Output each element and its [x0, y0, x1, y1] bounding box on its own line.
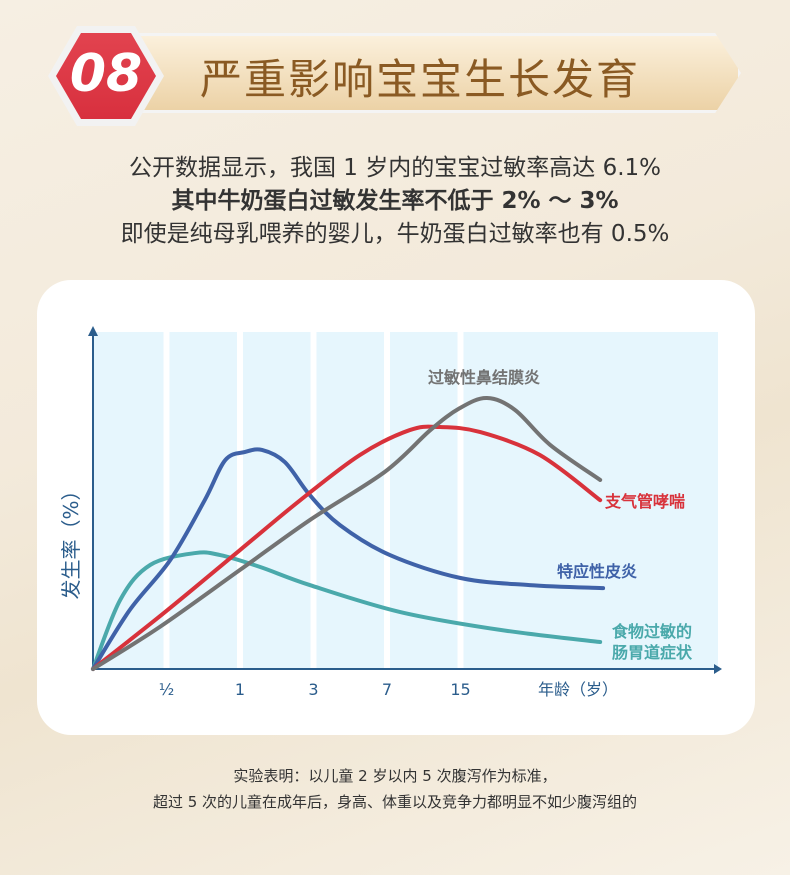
- series-line-3: [91, 396, 603, 671]
- series-label: 支气管哮喘: [604, 492, 685, 511]
- x-axis-label: 年龄（岁）: [538, 680, 618, 699]
- x-tick-label: 15: [450, 680, 470, 699]
- footer-line-2: 超过 5 次的儿童在成年后，身高、体重以及竞争力都明显不如少腹泻组的: [152, 793, 638, 811]
- y-axis-label: 发生率（%）: [59, 480, 83, 599]
- section-number: 08: [69, 44, 143, 104]
- intro-line-3: 即使是纯母乳喂养的婴儿，牛奶蛋白过敏率也有 0.5%: [120, 221, 670, 247]
- intro-line-2: 其中牛奶蛋白过敏发生率不低于 2% ～ 3%: [171, 188, 619, 214]
- x-tick-label: 3: [308, 680, 318, 699]
- x-tick-label: 1: [235, 680, 245, 699]
- series-line-1: [91, 447, 606, 671]
- y-axis-arrow-icon: [88, 326, 98, 336]
- page-title: 严重影响宝宝生长发育: [200, 55, 641, 104]
- series-label: 肠胃道症状: [612, 643, 693, 662]
- series-line-2: [91, 424, 603, 671]
- intro-line-1: 公开数据显示，我国 1 岁内的宝宝过敏率高达 6.1%: [129, 155, 661, 181]
- title-banner: [95, 33, 741, 113]
- series-label: 过敏性鼻结膜炎: [428, 368, 540, 387]
- footer-line-1: 实验表明：以儿童 2 岁以内 5 次腹泻作为标准，: [233, 767, 557, 785]
- series-label: 食物过敏的: [611, 622, 692, 641]
- x-tick-label: ½: [159, 680, 175, 699]
- x-axis-arrow-icon: [714, 664, 722, 674]
- series-label: 特应性皮炎: [557, 562, 637, 581]
- x-tick-label: 7: [382, 680, 392, 699]
- series-line-0: [91, 550, 603, 671]
